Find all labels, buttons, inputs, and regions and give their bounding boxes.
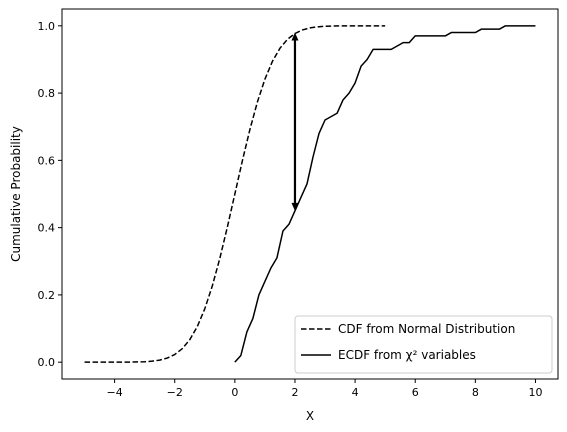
chi2-ecdf-line	[234, 25, 536, 363]
plot-area	[84, 25, 536, 363]
x-tick-label: 10	[528, 386, 542, 399]
x-tick-label: 8	[472, 386, 479, 399]
ks-distance-arrow-head-bottom	[291, 202, 299, 211]
x-axis-label: X	[306, 409, 314, 423]
y-axis: 0.0 0.2 0.4 0.6 0.8 1.0	[38, 20, 62, 369]
x-tick-label: 6	[412, 386, 419, 399]
x-axis: −4 −2 0 2 4 6 8 10	[106, 379, 542, 399]
y-tick-label: 0.8	[38, 87, 56, 100]
legend-label-normal-cdf: CDF from Normal Distribution	[338, 322, 515, 336]
legend: CDF from Normal Distribution ECDF from χ…	[294, 315, 553, 374]
y-tick-label: 0.6	[38, 154, 56, 167]
x-tick-label: 0	[231, 386, 238, 399]
x-tick-label: −4	[106, 386, 122, 399]
y-tick-label: 0.4	[38, 222, 56, 235]
y-tick-label: 0.0	[38, 356, 56, 369]
x-tick-label: 4	[352, 386, 359, 399]
x-tick-label: 2	[291, 386, 298, 399]
legend-box	[294, 315, 553, 374]
y-tick-label: 1.0	[38, 20, 56, 33]
ks-distance-arrow-head-top	[291, 32, 299, 41]
normal-cdf-line	[84, 25, 386, 363]
y-tick-label: 0.2	[38, 289, 56, 302]
x-tick-label: −2	[167, 386, 183, 399]
y-axis-label: Cumulative Probability	[9, 126, 23, 262]
legend-label-chi2-ecdf: ECDF from χ² variables	[338, 348, 476, 362]
axes-frame	[61, 8, 559, 380]
